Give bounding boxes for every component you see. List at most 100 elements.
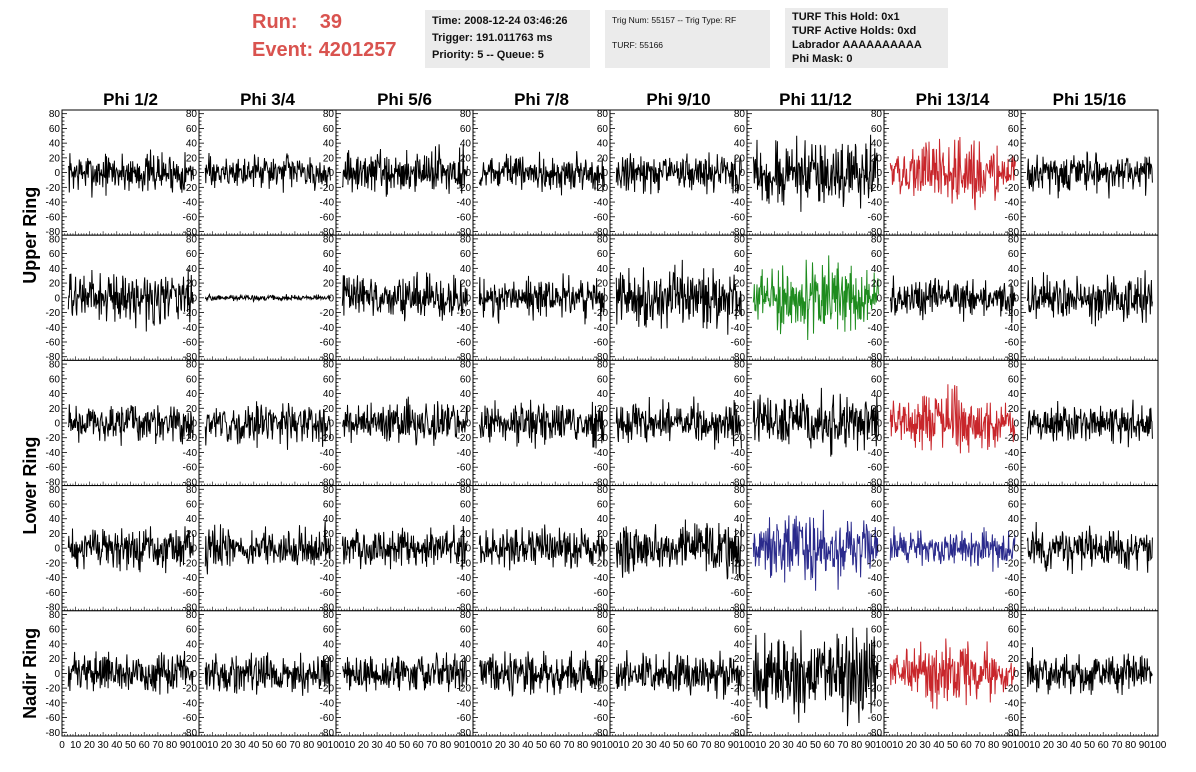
y-tick-label: 40: [186, 264, 198, 275]
x-tick-label: 50: [1084, 740, 1096, 751]
x-tick-label: 20: [495, 740, 507, 751]
y-tick-label: -20: [868, 684, 883, 695]
y-tick-label: 80: [597, 109, 609, 120]
y-tick-label: 20: [49, 279, 61, 290]
y-tick-label: 20: [49, 404, 61, 415]
y-tick-label: -40: [457, 573, 472, 584]
y-tick-label: 80: [186, 610, 198, 621]
y-tick-label: 80: [734, 485, 746, 496]
x-tick-label: 100: [1013, 740, 1030, 751]
y-tick-label: 0: [739, 293, 745, 304]
y-tick-label: 0: [54, 293, 60, 304]
y-tick-label: -60: [1005, 713, 1020, 724]
waveform-trace: [341, 524, 468, 570]
y-tick-label: 60: [186, 249, 198, 260]
y-tick-label: 0: [739, 168, 745, 179]
y-tick-label: -80: [1005, 728, 1020, 739]
ring-label: Upper Ring: [20, 187, 40, 284]
y-tick-label: 20: [597, 529, 609, 540]
x-tick-label: 60: [413, 740, 425, 751]
x-tick-label: 30: [646, 740, 658, 751]
column-header: Phi 13/14: [916, 90, 990, 109]
y-tick-label: 80: [1008, 234, 1020, 245]
y-tick-label: 20: [871, 153, 883, 164]
y-tick-label: 60: [460, 374, 472, 385]
y-tick-label: 40: [460, 389, 472, 400]
waveform-cell: -80 -60 -40 -20 0 20 40 60 80: [731, 610, 885, 739]
y-tick-label: 80: [323, 610, 335, 621]
waveform-trace: [204, 401, 331, 450]
waveform-trace: [67, 404, 194, 446]
y-tick-label: 0: [465, 293, 471, 304]
y-tick-label: 60: [460, 500, 472, 511]
waveform-trace: [341, 396, 468, 446]
y-tick-label: -40: [320, 323, 335, 334]
x-tick-label: 90: [454, 740, 466, 751]
x-tick-label: 70: [563, 740, 575, 751]
waveform-trace: [478, 524, 605, 571]
y-tick-label: -40: [320, 698, 335, 709]
y-tick-label: -60: [1005, 463, 1020, 474]
y-tick-label: -80: [183, 227, 198, 238]
run-event-header: Run: 39 Event: 4201257: [252, 8, 397, 64]
y-tick-label: -40: [183, 448, 198, 459]
y-tick-label: -80: [868, 477, 883, 488]
y-tick-label: 0: [328, 293, 334, 304]
x-tick-label: 100: [328, 740, 345, 751]
waveform-trace: [478, 399, 605, 449]
x-tick-label: 100: [876, 740, 893, 751]
y-tick-label: -60: [46, 713, 61, 724]
x-tick-label: 70: [1111, 740, 1123, 751]
y-tick-label: 80: [186, 109, 198, 120]
waveform-cell: -80 -60 -40 -20 0 20 40 60 80: [1005, 485, 1159, 614]
y-tick-label: -80: [594, 352, 609, 363]
waveform-trace: [1026, 151, 1153, 199]
x-tick-label: 10: [344, 740, 356, 751]
priority-text: Priority: 5 -- Queue: 5: [432, 49, 544, 61]
y-tick-label: 60: [871, 500, 883, 511]
y-tick-label: 0: [1013, 669, 1019, 680]
y-tick-label: -20: [594, 558, 609, 569]
waveform-cell: -80 -60 -40 -20 0 20 40 60 80: [183, 360, 337, 488]
y-tick-label: -20: [183, 684, 198, 695]
y-tick-label: -60: [1005, 588, 1020, 599]
x-tick-label: 90: [728, 740, 740, 751]
y-tick-label: 80: [460, 610, 472, 621]
y-tick-label: -80: [46, 728, 61, 739]
y-tick-label: -80: [1005, 603, 1020, 614]
y-tick-label: 60: [323, 249, 335, 260]
y-tick-label: 20: [1008, 153, 1020, 164]
trig-num-text: Trig Num: 55157 -- Trig Type: RF: [612, 15, 737, 25]
y-tick-label: -20: [594, 183, 609, 194]
y-tick-label: 80: [1008, 360, 1020, 371]
waveform-trace: [341, 271, 468, 322]
y-tick-label: -80: [457, 728, 472, 739]
y-tick-label: -60: [594, 713, 609, 724]
x-tick-label: 60: [961, 740, 973, 751]
y-tick-label: 60: [323, 374, 335, 385]
waveform-trace: [889, 638, 1016, 710]
y-tick-label: -40: [1005, 323, 1020, 334]
y-tick-label: 80: [460, 109, 472, 120]
y-tick-label: 60: [323, 124, 335, 135]
y-tick-label: -40: [594, 198, 609, 209]
y-tick-label: -80: [46, 477, 61, 488]
y-tick-label: 80: [49, 360, 61, 371]
y-tick-label: 40: [323, 639, 335, 650]
y-tick-label: -60: [183, 212, 198, 223]
y-tick-label: -40: [1005, 698, 1020, 709]
waveform-trace: [889, 526, 1016, 572]
y-tick-label: 20: [460, 529, 472, 540]
y-tick-label: -80: [320, 352, 335, 363]
y-tick-label: -40: [868, 573, 883, 584]
y-tick-label: -80: [183, 603, 198, 614]
y-tick-label: -20: [731, 183, 746, 194]
y-tick-label: 0: [465, 168, 471, 179]
y-tick-label: -20: [46, 308, 61, 319]
y-tick-label: -80: [320, 227, 335, 238]
waveform-cell: -80 -60 -40 -20 0 20 40 60 80: [868, 234, 1022, 363]
y-tick-label: -20: [1005, 558, 1020, 569]
x-tick-label: 40: [385, 740, 397, 751]
y-tick-label: 80: [871, 234, 883, 245]
y-tick-label: -20: [320, 558, 335, 569]
